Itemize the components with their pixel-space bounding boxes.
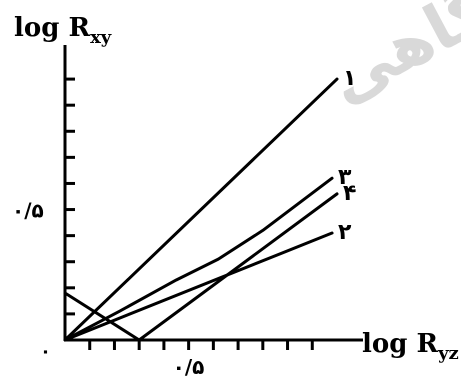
x-axis-label: log Ryz xyxy=(362,329,459,364)
series-label-4: ۲ xyxy=(338,220,352,245)
series-group xyxy=(63,77,339,342)
series-label-3: ۴ xyxy=(343,181,356,206)
origin-label: ٠ xyxy=(40,341,51,362)
series-label-1: ۱ xyxy=(343,66,356,91)
y-axis-label: log Rxy xyxy=(14,13,112,48)
series-label-2: ۳ xyxy=(338,165,352,190)
series-line-3 xyxy=(137,192,339,342)
series-line-4 xyxy=(63,231,334,342)
series-line-1 xyxy=(63,77,339,342)
watermark-text: دانشگاهی xyxy=(316,0,461,118)
x-tick-label: ٠/۵ xyxy=(173,355,205,379)
ticks xyxy=(65,77,314,350)
y-tick-label: ٠/۵ xyxy=(12,199,44,223)
series-line-2 xyxy=(63,176,334,342)
labels-group: log Rxy log Ryz ٠ ٠/۵ ٠/۵ ۱ ۳۴ ۲ xyxy=(12,13,459,379)
series-line-5 xyxy=(63,291,141,342)
